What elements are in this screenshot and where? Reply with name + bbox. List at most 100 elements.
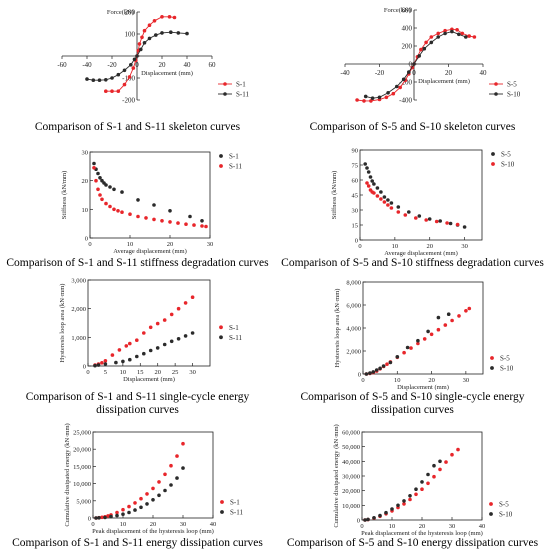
x-tick-label: 30 <box>180 521 187 528</box>
x-tick-label: 40 <box>479 523 486 530</box>
y-tick-label: 20,000 <box>342 488 360 495</box>
y-tick-label: 0 <box>85 236 88 243</box>
data-point-S-10 <box>386 203 390 207</box>
data-point-S-11 <box>103 362 108 366</box>
y-tick-label: 2,000 <box>71 306 86 313</box>
data-point-S-1 <box>115 510 119 515</box>
data-point-S-10 <box>405 345 410 350</box>
data-point-S-11 <box>160 219 164 223</box>
data-point-S-1 <box>183 301 188 305</box>
chart-caption-p7: Comparison of S-1 and S-11 energy dissip… <box>12 537 263 549</box>
data-point-S-10 <box>396 503 400 508</box>
x-tick-label: 0 <box>88 241 91 248</box>
data-point-S-5 <box>420 487 424 491</box>
data-point-S-10 <box>426 472 430 477</box>
y-tick-label: 0 <box>83 364 86 371</box>
data-point-S-10 <box>443 31 447 36</box>
data-point-S-5 <box>416 341 420 346</box>
data-point-S-10 <box>374 368 379 372</box>
data-point-S-11 <box>104 201 108 206</box>
data-point-S-10 <box>386 91 390 95</box>
chart-caption-p2: Comparison of S-5 and S-10 skeleton curv… <box>309 121 516 133</box>
data-point-S-11 <box>154 33 158 37</box>
data-point-S-1 <box>142 331 146 335</box>
chart-panel-p5: 0 5 10 15 20 25 30 0 1,000 2,000 3,000 Displacement… <box>0 272 275 422</box>
x-tick-label: 60 <box>209 61 217 69</box>
data-point-S-1 <box>117 348 122 352</box>
x-tick-label: 10 <box>120 521 127 528</box>
data-point-S-11 <box>181 466 185 470</box>
data-point-S-11 <box>169 30 173 34</box>
y-tick-label: 60 <box>352 178 359 185</box>
chart-panel-p4: 0 10 20 30 0 15 30 45 60 75 90 Average displacement… <box>275 138 550 272</box>
data-point-S-11 <box>160 31 164 35</box>
y-axis-label: Force(kN) <box>384 7 411 14</box>
data-point-S-11 <box>128 357 132 362</box>
data-point-S-11 <box>122 68 127 73</box>
y-tick-label: 15 <box>352 223 359 230</box>
data-point-S-5 <box>443 28 447 33</box>
data-point-S-1 <box>92 161 96 166</box>
x-tick-label: 40 <box>480 69 488 77</box>
data-point-S-10 <box>388 360 393 365</box>
data-point-S-5 <box>402 502 406 506</box>
legend-marker-S-1 <box>219 325 223 330</box>
data-point-S-10 <box>370 96 375 100</box>
legend-label: S-10 <box>507 91 521 99</box>
x-tick-label: 10 <box>120 369 127 376</box>
legend-label: S-10 <box>499 511 513 519</box>
legend-marker-S-11 <box>219 164 223 168</box>
y-tick-label: 200 <box>125 9 136 17</box>
y-axis-label: Cumulative dissipated energy (kN·mm) <box>333 424 340 527</box>
y-axis-label: Cumulative dissipated energy (kN·mm) <box>64 423 71 526</box>
x-tick-label: 20 <box>419 523 426 530</box>
data-point-S-11 <box>110 76 114 80</box>
data-point-S-10 <box>377 95 382 100</box>
data-point-S-5 <box>464 309 468 313</box>
legend-marker-S-11 <box>223 92 227 96</box>
chart-caption-p3: Comparison of S-1 and S-11 stiffness deg… <box>6 257 269 269</box>
data-point-S-5 <box>385 362 389 366</box>
data-point-S-11 <box>104 78 108 82</box>
data-point-S-11 <box>97 516 101 520</box>
data-point-S-5 <box>369 99 373 103</box>
x-tick-label: 10 <box>389 523 396 530</box>
y-tick-label: 15,000 <box>73 464 91 471</box>
data-point-S-10 <box>375 194 380 198</box>
data-point-S-5 <box>408 497 412 502</box>
data-point-S-10 <box>364 372 369 376</box>
data-point-S-10 <box>396 210 401 214</box>
chart-caption-p1: Comparison of S-1 and S-11 skeleton curv… <box>34 121 241 133</box>
data-point-S-11 <box>128 212 132 216</box>
legend-label: S-10 <box>500 365 514 373</box>
chart-panel-p8: 0 10 20 30 40 0 10,000 20,000 30,000 40,000 50,000… <box>275 424 550 551</box>
x-tick-label: 0 <box>412 69 416 77</box>
data-point-S-11 <box>176 31 181 35</box>
data-point-S-11 <box>112 207 116 212</box>
data-point-S-5 <box>362 99 366 103</box>
data-point-S-11 <box>98 193 102 197</box>
data-point-S-11 <box>176 221 180 225</box>
data-point-S-1 <box>176 306 181 311</box>
chart-svg-p7: 0 10 20 30 40 0 5,000 10,000 15,000 20,000 25,000 P… <box>0 423 243 535</box>
data-point-S-11 <box>200 224 204 228</box>
data-point-S-5 <box>456 447 460 452</box>
x-axis-label: Average displacement (mm) <box>384 250 458 257</box>
data-point-S-11 <box>139 505 143 510</box>
data-point-S-11 <box>185 31 189 36</box>
data-point-S-5 <box>389 201 394 205</box>
data-point-S-11 <box>92 166 96 170</box>
chart-svg-p5: 0 5 10 15 20 25 30 0 1,000 2,000 3,000 Displacement… <box>0 272 242 383</box>
data-point-S-5 <box>407 210 411 214</box>
chart-svg-p4: 0 10 20 30 0 15 30 45 60 75 90 Average displacement… <box>275 138 515 257</box>
x-tick-label: 40 <box>184 61 192 69</box>
y-tick-label: 6,000 <box>346 303 361 310</box>
data-point-S-1 <box>181 441 185 446</box>
y-tick-label: 10,000 <box>73 481 91 488</box>
data-point-S-11 <box>169 483 173 487</box>
y-tick-label: 0 <box>358 372 361 379</box>
data-point-S-1 <box>160 14 164 19</box>
data-point-S-5 <box>365 166 369 170</box>
chart-caption-p5: Comparison of S-1 and S-11 single-cycle … <box>25 391 250 416</box>
data-point-S-11 <box>152 217 156 222</box>
